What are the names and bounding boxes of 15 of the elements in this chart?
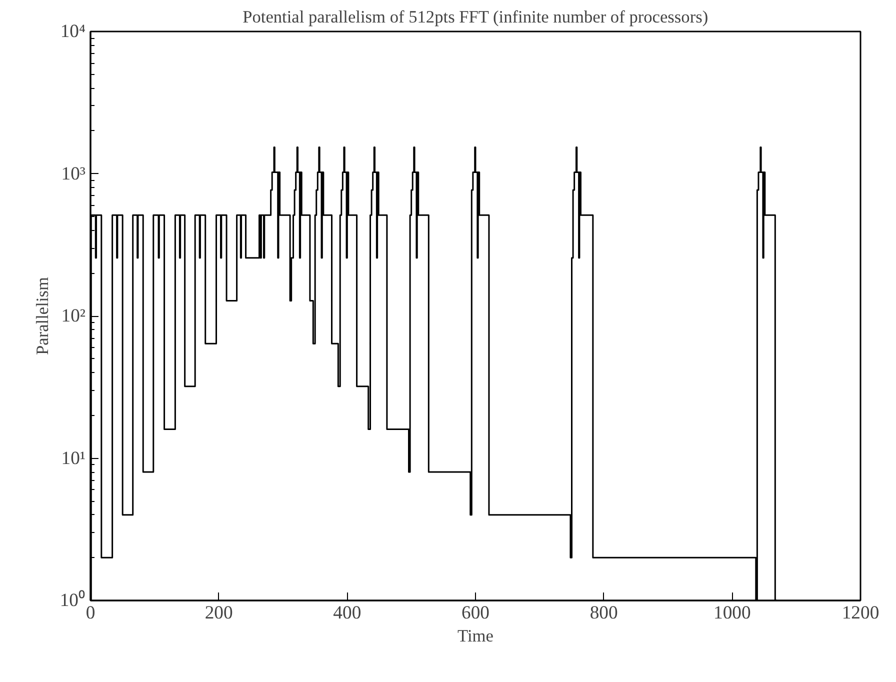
x-tick-label: 200 bbox=[204, 602, 233, 624]
y-tick-label: 10⁴ bbox=[60, 21, 86, 42]
y-tick-label: 10⁰ bbox=[60, 590, 86, 611]
x-axis-title: Time bbox=[458, 626, 494, 646]
x-tick-label: 600 bbox=[462, 602, 490, 624]
x-tick-label: 1200 bbox=[842, 602, 880, 624]
y-tick-label: 10² bbox=[61, 306, 86, 326]
x-tick-label: 400 bbox=[333, 602, 362, 624]
x-tick-label: 800 bbox=[590, 602, 618, 624]
x-tick-label: 0 bbox=[86, 602, 96, 624]
y-axis-title: Parallelism bbox=[32, 276, 52, 355]
chart-title: Potential parallelism of 512pts FFT (infinite number of processors) bbox=[242, 8, 708, 26]
x-tick-label: 1000 bbox=[714, 602, 751, 624]
y-tick-label: 10³ bbox=[61, 163, 86, 184]
y-tick-label: 10¹ bbox=[61, 448, 86, 469]
